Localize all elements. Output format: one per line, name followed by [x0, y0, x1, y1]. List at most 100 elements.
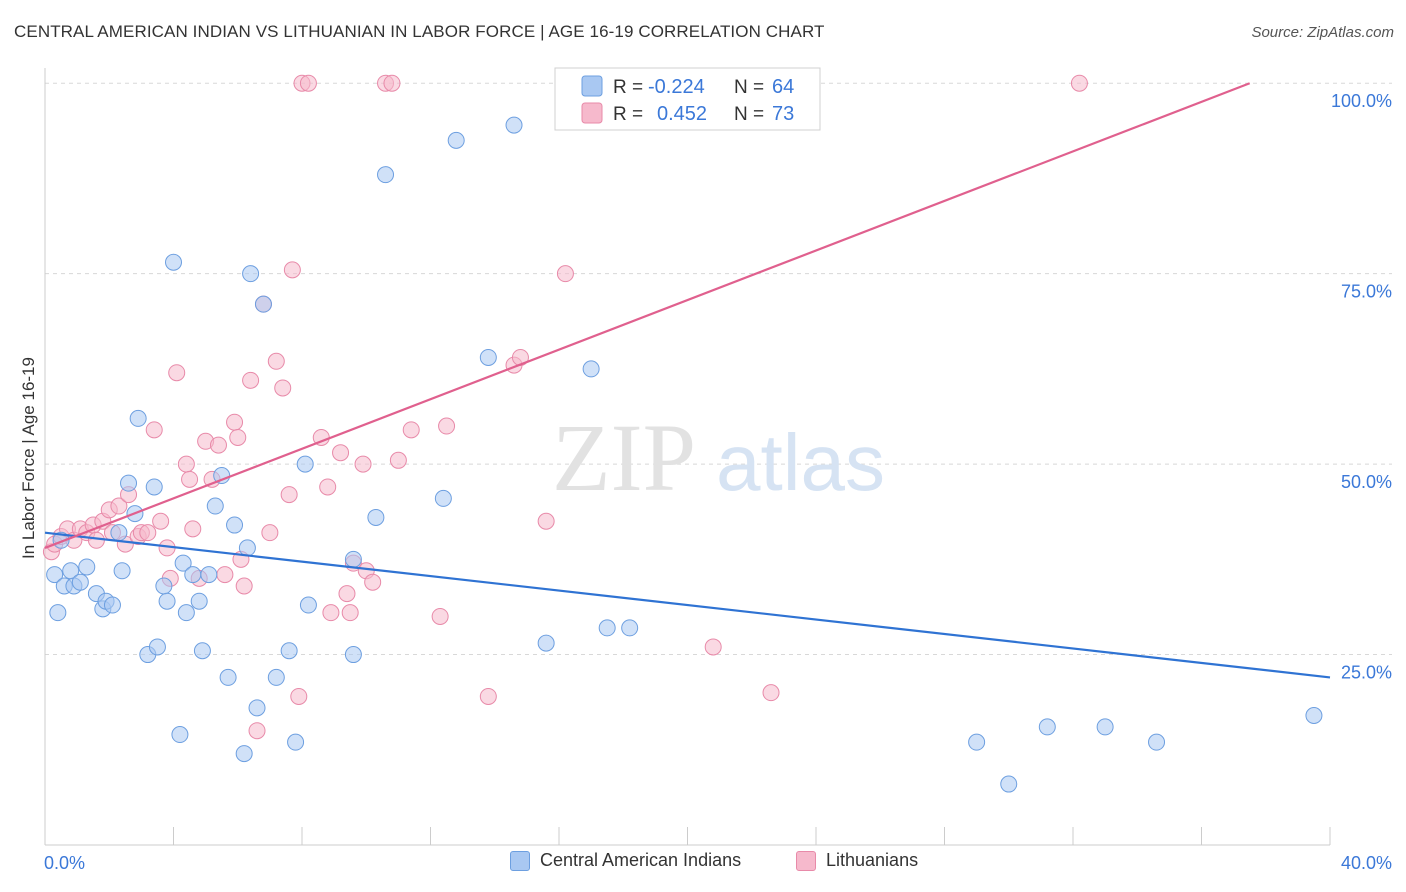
lithuanian-point-61 [438, 417, 456, 435]
grid-layer [45, 82, 1392, 656]
lithuanian-point-71 [762, 684, 780, 702]
lithuanian-point-19 [152, 512, 170, 530]
central-american-indian-point-22 [165, 253, 182, 271]
central-american-indian-point-28 [193, 642, 211, 660]
watermark-zip: ZIP [552, 404, 696, 511]
lithuanian-point-49 [332, 444, 350, 462]
central-american-indian-point-32 [219, 668, 237, 686]
bottom-legend: Central American Indians Lithuanians [0, 850, 1406, 880]
legend-blue-n-label: N = [734, 77, 764, 98]
central-american-indian-point-1 [49, 604, 67, 622]
chart-title: CENTRAL AMERICAN INDIAN VS LITHUANIAN IN… [14, 22, 825, 41]
central-american-indian-point-40 [280, 642, 298, 660]
legend-blue-n-value: 64 [772, 76, 794, 98]
x-tick-label-min: 0.0% [44, 853, 85, 873]
trend-line-lithuanians [44, 82, 1251, 549]
central-american-indian-point-7 [78, 558, 96, 576]
central-american-indian-point-27 [190, 592, 208, 610]
lithuanian-point-41 [280, 486, 298, 504]
lithuanian-point-17 [139, 524, 157, 542]
legend-item-lithuanians: Lithuanians [796, 850, 918, 871]
lithuanian-point-40 [274, 379, 292, 397]
legend-blue-r-label: R = [613, 77, 643, 98]
central-american-indian-point-23 [171, 726, 189, 744]
central-american-indian-point-25 [177, 604, 195, 622]
central-american-indian-point-30 [206, 497, 224, 515]
trend-line-central-american-indians [44, 531, 1331, 679]
y-tick-label-25: 25.0% [1341, 663, 1392, 683]
legend-pink-n-label: N = [734, 104, 764, 125]
central-american-indian-point-34 [235, 745, 253, 763]
central-american-indian-point-19 [148, 638, 166, 656]
central-american-indian-point-41 [287, 733, 305, 751]
tick-labels: 100.0% 75.0% 50.0% 25.0% 0.0% 40.0% [44, 91, 1392, 873]
lithuanian-point-72 [1070, 74, 1088, 92]
lithuanian-point-22 [168, 364, 186, 382]
y-tick-label-100: 100.0% [1331, 91, 1392, 111]
lithuanian-point-42 [283, 261, 301, 279]
central-american-indian-point-21 [158, 592, 176, 610]
lithuanian-point-25 [184, 520, 202, 538]
y-axis-label: In Labor Force | Age 16-19 [19, 357, 38, 559]
central-american-indian-point-18 [145, 478, 163, 496]
source-label: Source: ZipAtlas.com [1251, 24, 1394, 41]
lithuanian-point-8 [87, 531, 105, 549]
lithuanian-point-12 [110, 497, 128, 515]
lithuanian-point-57 [383, 74, 401, 92]
legend-pink-r-label: R = [613, 104, 643, 125]
lithuanian-point-43 [290, 687, 308, 705]
central-american-indian-point-37 [248, 699, 266, 717]
lithuanian-point-34 [235, 577, 253, 595]
lithuanian-point-38 [261, 524, 279, 542]
central-american-indian-point-51 [505, 116, 523, 134]
lithuanian-point-23 [177, 455, 195, 473]
legend-pink-r-value: 0.452 [657, 103, 707, 125]
lithuanian-point-69 [704, 638, 722, 656]
central-american-indians-points [46, 116, 1323, 793]
lithuanian-point-66 [556, 265, 574, 283]
lithuanian-point-36 [248, 722, 266, 740]
central-american-indian-point-39 [267, 668, 285, 686]
lithuanian-point-60 [431, 607, 449, 625]
central-american-indian-point-57 [1000, 775, 1018, 793]
legend-box: R = -0.224 N = 64 R = 0.452 N = 73 [554, 67, 821, 131]
central-american-indian-point-44 [344, 550, 362, 568]
legend-pink-swatch [581, 102, 603, 124]
central-american-indian-point-12 [110, 524, 128, 542]
central-american-indian-point-59 [1096, 718, 1114, 736]
central-american-indian-point-6 [71, 573, 89, 591]
central-american-indian-point-43 [299, 596, 317, 614]
lithuanian-point-24 [181, 470, 199, 488]
y-tick-label-75: 75.0% [1341, 282, 1392, 302]
central-american-indian-point-56 [968, 733, 986, 751]
lithuanian-point-59 [402, 421, 420, 439]
central-american-indian-point-29 [200, 566, 218, 584]
lithuanian-point-45 [299, 74, 317, 92]
legend-swatch-blue [510, 850, 530, 871]
lithuanian-point-18 [145, 421, 163, 439]
central-american-indian-point-20 [155, 577, 173, 595]
y-tick-label-50: 50.0% [1341, 472, 1392, 492]
lithuanian-point-58 [389, 451, 407, 469]
watermark-atlas: atlas [716, 418, 885, 507]
legend-blue-r-value: -0.224 [648, 76, 705, 98]
legend-label-central-american-indians: Central American Indians [540, 850, 742, 870]
trend-lines [44, 82, 1331, 679]
lithuanian-point-53 [354, 455, 372, 473]
central-american-indian-point-35 [238, 539, 256, 557]
axes-layer [44, 68, 1331, 846]
central-american-indian-point-26 [184, 566, 202, 584]
central-american-indian-point-47 [377, 166, 395, 184]
lithuanian-point-30 [216, 566, 234, 584]
x-tick-label-max: 40.0% [1341, 853, 1392, 873]
lithuanian-point-48 [322, 604, 340, 622]
lithuanian-point-50 [338, 585, 356, 603]
central-american-indian-point-46 [367, 508, 385, 526]
central-american-indian-point-13 [113, 562, 131, 580]
lithuanian-point-32 [229, 428, 247, 446]
central-american-indian-point-11 [103, 596, 121, 614]
central-american-indian-point-0 [46, 566, 64, 584]
central-american-indian-point-48 [434, 489, 452, 507]
central-american-indian-point-53 [582, 360, 600, 378]
